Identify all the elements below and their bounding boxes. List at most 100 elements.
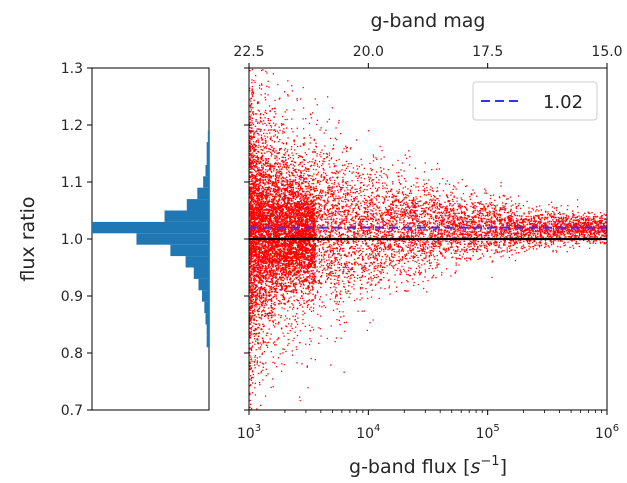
scatter-point	[325, 218, 327, 220]
scatter-point	[540, 236, 543, 238]
scatter-point	[269, 272, 271, 274]
scatter-point	[564, 216, 566, 219]
scatter-point	[453, 209, 455, 211]
scatter-point	[501, 235, 503, 237]
scatter-point	[486, 224, 488, 226]
scatter-point	[275, 276, 277, 278]
scatter-point	[442, 255, 444, 257]
scatter-point	[361, 181, 363, 184]
scatter-point	[454, 220, 456, 222]
scatter-point	[572, 213, 574, 215]
scatter-point	[404, 154, 406, 156]
scatter-point	[256, 363, 258, 365]
scatter-point	[252, 373, 254, 376]
scatter-point	[384, 244, 386, 246]
scatter-point	[314, 203, 316, 205]
scatter-point	[543, 219, 546, 221]
scatter-point	[300, 303, 302, 306]
scatter-point	[299, 218, 301, 220]
scatter-point	[578, 220, 580, 222]
scatter-point	[360, 202, 362, 204]
scatter-point	[308, 122, 311, 124]
scatter-point	[403, 234, 406, 236]
scatter-point	[377, 266, 379, 268]
scatter-point	[251, 88, 253, 90]
scatter-point	[284, 187, 286, 190]
scatter-point	[340, 240, 342, 242]
scatter-point	[539, 220, 541, 222]
scatter-point	[565, 224, 567, 227]
scatter-point	[309, 193, 311, 195]
scatter-point	[528, 242, 531, 244]
scatter-point	[261, 142, 264, 144]
scatter-point	[510, 242, 512, 244]
scatter-point	[253, 190, 255, 192]
scatter-point	[302, 143, 304, 145]
scatter-point	[323, 211, 325, 213]
scatter-point	[384, 254, 386, 256]
scatter-point	[259, 243, 261, 245]
scatter-point	[379, 167, 382, 169]
scatter-point	[344, 210, 346, 212]
scatter-point	[250, 214, 253, 217]
scatter-point	[265, 181, 268, 183]
scatter-point	[514, 203, 517, 205]
scatter-point	[314, 272, 316, 274]
scatter-point	[322, 160, 324, 162]
scatter-point	[575, 230, 577, 233]
scatter-point	[268, 328, 270, 330]
scatter-point	[308, 175, 310, 177]
scatter-point	[402, 191, 404, 193]
scatter-point	[413, 198, 415, 200]
scatter-point	[578, 229, 581, 231]
scatter-point	[316, 212, 318, 215]
scatter-point	[339, 211, 342, 213]
scatter-point	[394, 240, 397, 242]
scatter-point	[446, 234, 448, 236]
scatter-point	[432, 276, 434, 278]
scatter-point	[274, 129, 276, 131]
scatter-point	[331, 218, 333, 221]
scatter-point	[325, 233, 327, 236]
scatter-point	[287, 299, 290, 301]
scatter-point	[592, 221, 594, 223]
scatter-point	[265, 162, 267, 165]
scatter-point	[252, 285, 254, 287]
scatter-point	[277, 357, 280, 359]
scatter-point	[321, 254, 323, 256]
scatter-point	[373, 235, 376, 238]
scatter-point	[250, 331, 252, 333]
scatter-point	[253, 333, 256, 335]
scatter-point	[481, 213, 483, 215]
scatter-point	[383, 156, 385, 158]
scatter-point	[521, 245, 523, 248]
scatter-point	[367, 195, 369, 198]
scatter-point	[249, 365, 251, 367]
scatter-point	[431, 249, 433, 252]
scatter-point	[280, 294, 282, 296]
scatter-point	[354, 198, 356, 200]
scatter-point	[340, 241, 342, 243]
scatter-point	[382, 221, 384, 224]
scatter-point	[389, 213, 391, 215]
scatter-point	[415, 228, 417, 230]
scatter-point	[341, 207, 344, 210]
scatter-point	[483, 206, 485, 208]
scatter-point	[315, 203, 317, 205]
scatter-point	[335, 258, 337, 260]
scatter-point	[328, 231, 330, 233]
scatter-point	[354, 234, 356, 236]
scatter-point	[391, 235, 393, 237]
scatter-point	[286, 279, 288, 281]
scatter-point	[414, 229, 417, 232]
scatter-point	[424, 191, 426, 193]
scatter-point	[373, 266, 375, 268]
scatter-point	[357, 231, 359, 233]
scatter-point	[268, 320, 270, 322]
scatter-point	[453, 239, 455, 241]
scatter-point	[321, 225, 323, 228]
scatter-point	[478, 230, 480, 233]
scatter-point	[287, 344, 289, 346]
scatter-point	[260, 205, 263, 207]
scatter-point	[375, 209, 377, 211]
